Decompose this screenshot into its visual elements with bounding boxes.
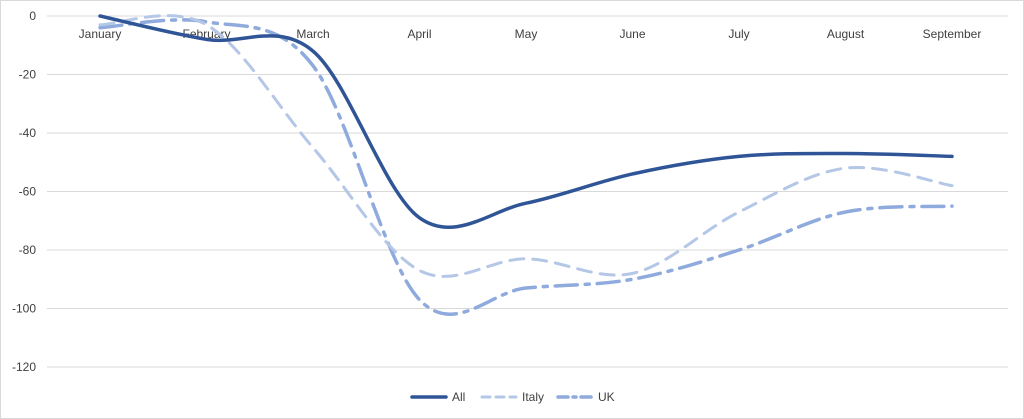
series-line-all	[98, 14, 954, 230]
gridlines	[47, 15, 1008, 368]
series-lines	[98, 14, 954, 316]
legend: All Italy UK	[410, 390, 615, 404]
y-tick-label: -60	[19, 185, 37, 199]
x-tick-label: July	[728, 27, 749, 41]
x-tick-label: January	[79, 27, 122, 41]
series-line-italy	[98, 14, 954, 278]
x-tick-label: March	[296, 27, 329, 41]
legend-label-uk: UK	[598, 390, 615, 404]
x-tick-label: June	[619, 27, 645, 41]
x-tick-label: April	[407, 27, 431, 41]
y-tick-label: 0	[29, 9, 36, 23]
x-tick-label: May	[515, 27, 538, 41]
y-tick-label: -80	[19, 243, 37, 257]
x-tick-label: September	[923, 27, 982, 41]
legend-label-all: All	[452, 390, 465, 404]
legend-label-italy: Italy	[522, 390, 544, 404]
x-axis-tick-labels: January February March April May June July Augu…	[79, 27, 982, 41]
y-tick-label: -120	[12, 360, 36, 374]
y-axis-tick-labels: 0 -20 -40 -60 -80 -100 -120	[12, 9, 36, 374]
series-line-uk	[98, 18, 954, 316]
y-tick-label: -20	[19, 68, 37, 82]
y-tick-label: -40	[19, 126, 37, 140]
x-tick-label: August	[827, 27, 865, 41]
y-tick-label: -100	[12, 302, 36, 316]
